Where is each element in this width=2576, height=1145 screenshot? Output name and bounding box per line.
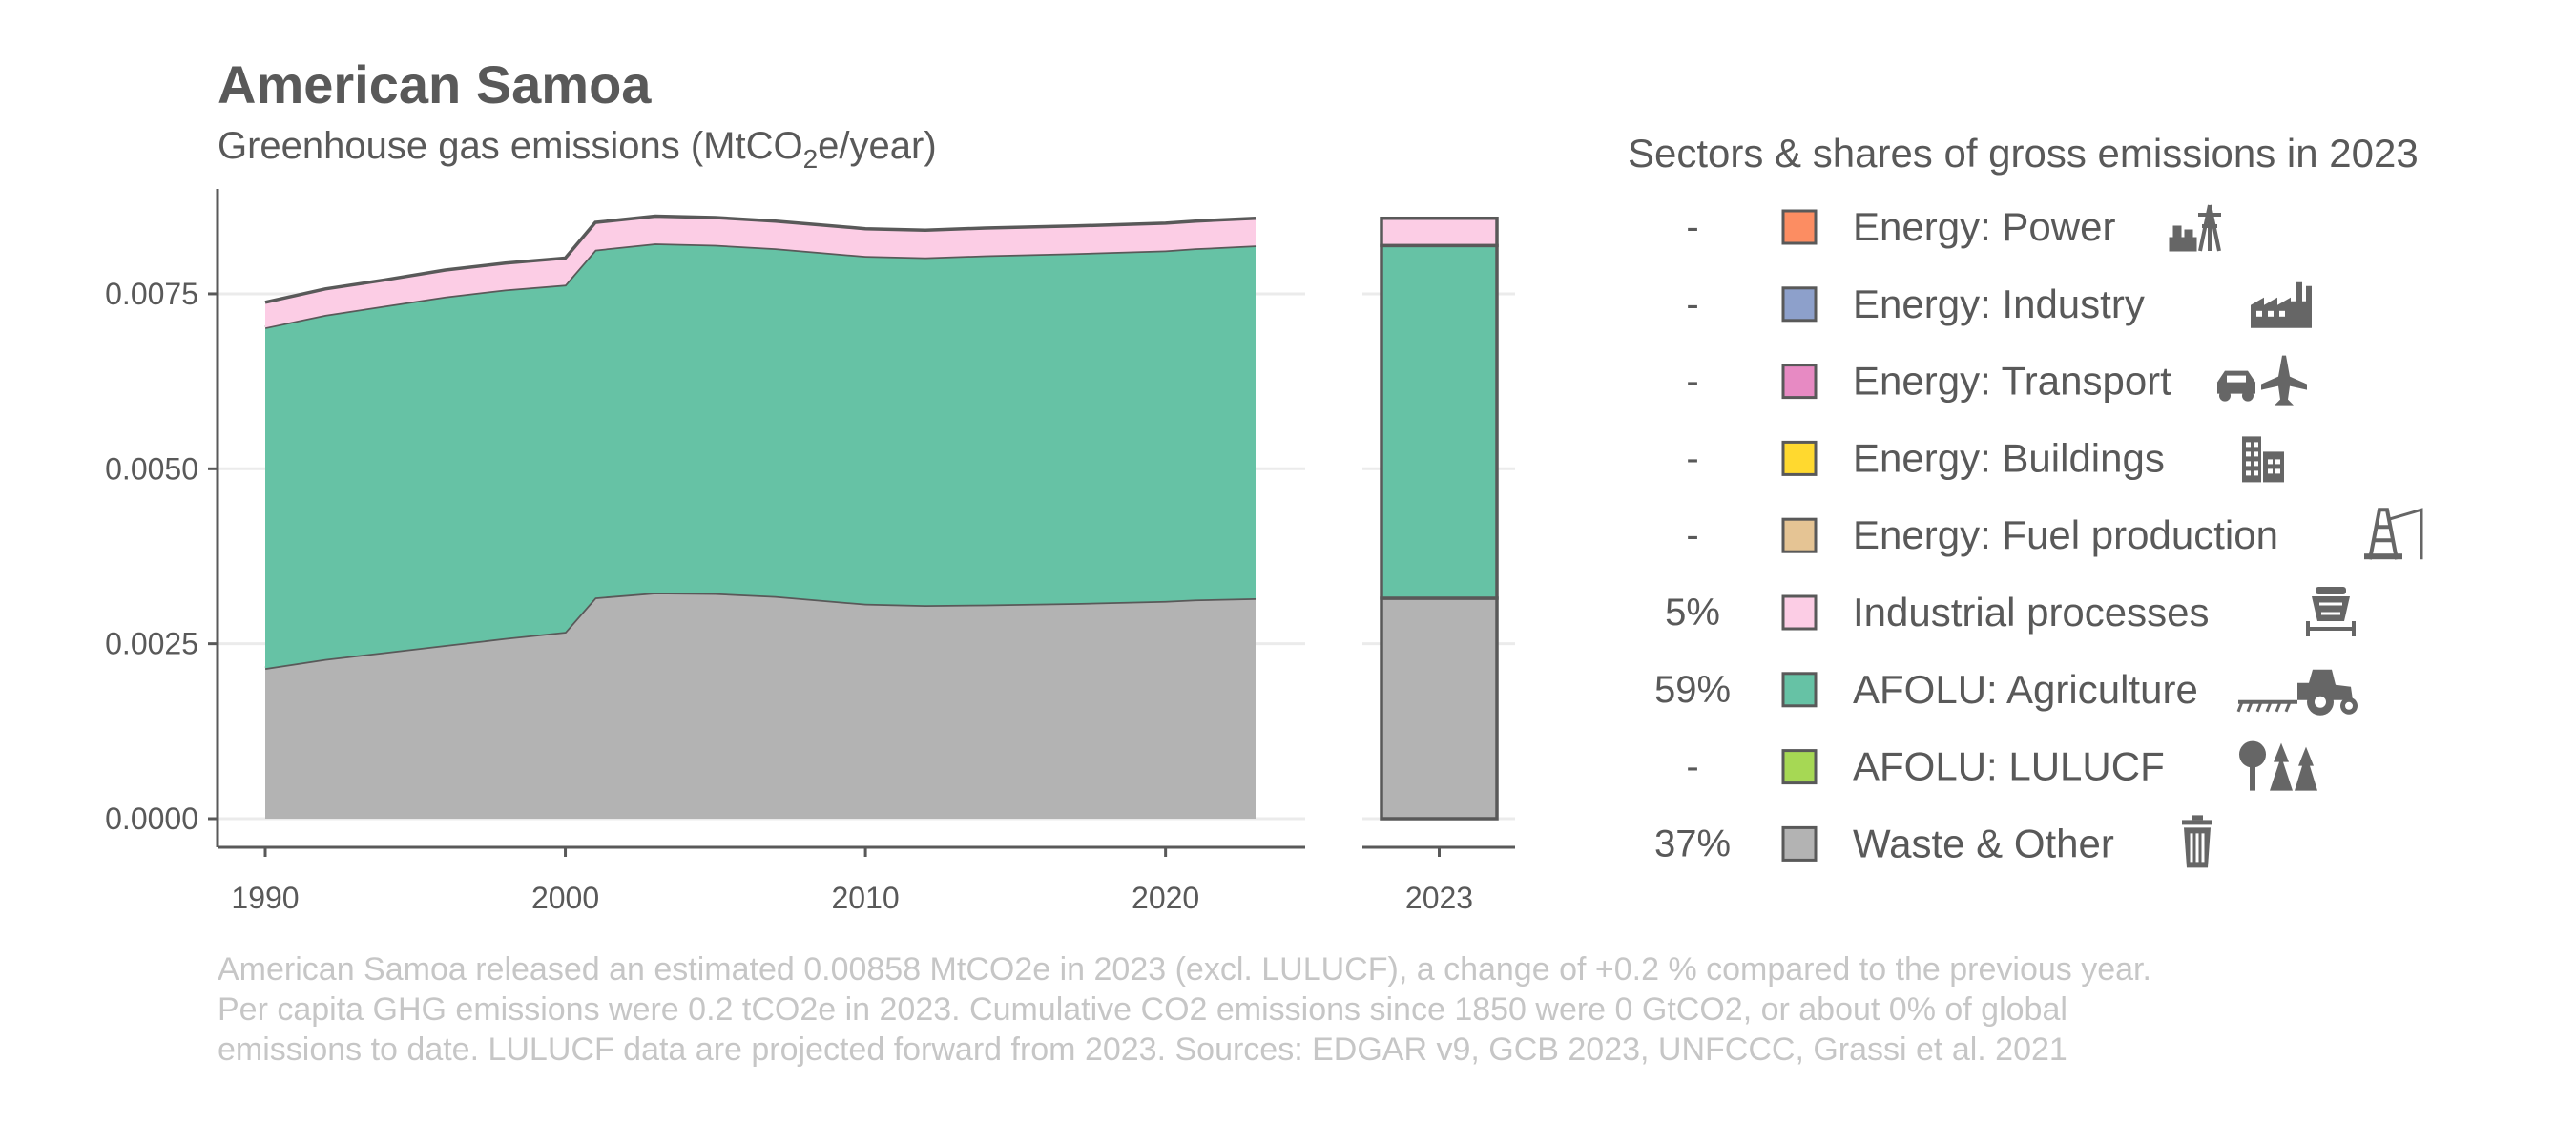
area-series <box>264 214 1257 819</box>
bar-segment-waste-other <box>1380 596 1499 821</box>
area-panel: 0.0000 0.0025 0.0050 0.0075 1990 2000 2010 202… <box>105 189 1305 915</box>
legend-share: 37% <box>1654 822 1731 864</box>
x-tick-label: 2000 <box>531 881 599 915</box>
bar-axes <box>1362 845 1515 857</box>
legend-item-energy-fuel-production: - Energy: Fuel production <box>1686 508 2423 560</box>
legend-label: AFOLU: Agriculture <box>1853 667 2198 712</box>
legend-label: Energy: Buildings <box>1853 435 2165 480</box>
legend-swatch <box>1781 440 1818 476</box>
bar-panel-2023: 2023 <box>1362 216 1515 915</box>
legend-item-afolu-lulucf: - AFOLU: LULUCF <box>1686 740 2317 791</box>
x-tick-label: 1990 <box>231 881 299 915</box>
legend-share: - <box>1686 437 1698 479</box>
bar-segment-afolu-agriculture <box>1380 243 1499 600</box>
legend-swatch <box>1781 364 1818 400</box>
car-plane-icon <box>2217 355 2307 406</box>
power-plant-icon <box>2169 204 2221 252</box>
legend-label: AFOLU: LULUCF <box>1853 744 2165 789</box>
cement-mixer-icon <box>2306 587 2356 636</box>
legend-label: Energy: Transport <box>1853 359 2171 404</box>
y-tick-label: 0.0000 <box>105 802 198 836</box>
y-axis-ticks: 0.0000 0.0025 0.0050 0.0075 <box>105 277 218 836</box>
subtitle-subscript: 2 <box>803 144 819 174</box>
legend-item-energy-power: - Energy: Power <box>1686 204 2221 252</box>
subtitle-main: Greenhouse gas emissions (MtCO <box>218 125 803 167</box>
legend-swatch <box>1781 517 1818 553</box>
legend-share: - <box>1686 514 1698 556</box>
axes <box>216 189 1305 849</box>
area-industrial-processes <box>265 216 1256 328</box>
legend-share: - <box>1686 361 1698 403</box>
y-tick-label: 0.0025 <box>105 627 198 661</box>
x-axis-ticks: 1990 2000 2010 2020 <box>231 847 1199 915</box>
bar-segment-industrial-processes <box>1380 216 1499 248</box>
subtitle-tail: e/year) <box>818 125 937 167</box>
x-tick-label: 2010 <box>831 881 899 915</box>
legend-swatch <box>1781 594 1818 631</box>
bar-segments <box>1380 216 1499 821</box>
trees-icon <box>2239 740 2317 791</box>
legend: Sectors & shares of gross emissions in 2… <box>1628 131 2423 868</box>
legend-share: - <box>1686 283 1698 325</box>
area-afolu-agriculture <box>265 243 1256 669</box>
chart-subtitle: Greenhouse gas emissions (MtCO2e/year) <box>218 125 937 174</box>
trash-icon <box>2182 815 2212 868</box>
legend-label: Energy: Power <box>1853 204 2115 249</box>
tractor-icon <box>2236 669 2358 716</box>
legend-item-waste-other: 37% Waste & Other <box>1654 815 2212 868</box>
y-tick-label: 0.0050 <box>105 451 198 486</box>
legend-share: 59% <box>1654 669 1731 711</box>
legend-label: Industrial processes <box>1853 590 2210 635</box>
caption-line-2: Per capita GHG emissions were 0.2 tCO2e … <box>218 991 2067 1028</box>
legend-swatch <box>1781 672 1818 708</box>
legend-item-energy-buildings: - Energy: Buildings <box>1686 435 2284 483</box>
factory-icon <box>2251 281 2312 328</box>
caption-line-3: emissions to date. LULUCF data are proje… <box>218 1031 2067 1068</box>
area-outline-industrial-processes <box>264 214 1257 304</box>
legend-item-energy-industry: - Energy: Industry <box>1686 281 2312 328</box>
legend-swatch <box>1781 286 1818 323</box>
oil-rig-icon <box>2364 508 2423 560</box>
legend-swatch <box>1781 749 1818 785</box>
x-tick-label: 2020 <box>1132 881 1199 915</box>
legend-item-energy-transport: - Energy: Transport <box>1686 355 2307 406</box>
y-tick-label: 0.0075 <box>105 277 198 311</box>
chart-title: American Samoa <box>218 54 652 114</box>
legend-swatch <box>1781 209 1818 245</box>
legend-share: - <box>1686 746 1698 788</box>
legend-label: Energy: Fuel production <box>1853 512 2278 557</box>
legend-label: Waste & Other <box>1853 821 2114 865</box>
caption-line-1: American Samoa released an estimated 0.0… <box>218 951 2151 988</box>
legend-share: - <box>1686 206 1698 248</box>
legend-item-afolu-agriculture: 59% AFOLU: Agriculture <box>1654 667 2358 716</box>
legend-item-industrial-processes: 5% Industrial processes <box>1665 587 2356 636</box>
legend-swatch <box>1781 825 1818 862</box>
bar-x-tick-label: 2023 <box>1405 881 1473 915</box>
buildings-icon <box>2242 436 2284 483</box>
caption: American Samoa released an estimated 0.0… <box>218 951 2151 1068</box>
legend-label: Energy: Industry <box>1853 281 2145 326</box>
area-waste-other <box>265 593 1256 819</box>
legend-share: 5% <box>1665 592 1720 634</box>
legend-title: Sectors & shares of gross emissions in 2… <box>1628 131 2419 176</box>
